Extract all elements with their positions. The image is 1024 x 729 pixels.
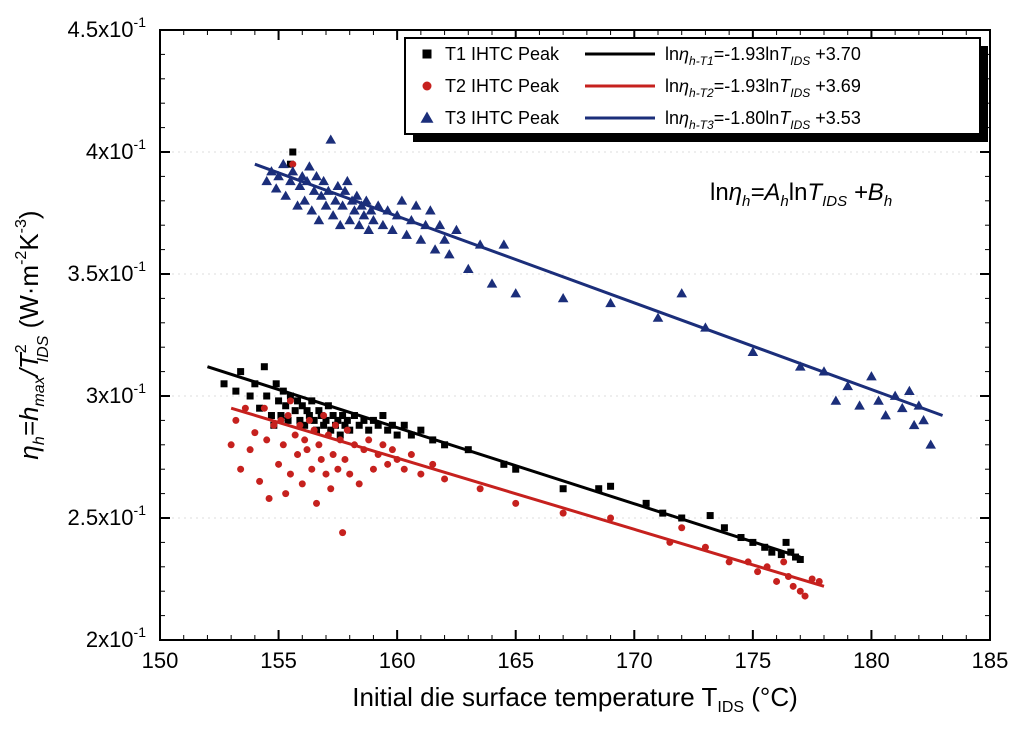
legend-series-label: T1 IHTC Peak	[445, 44, 560, 64]
scatter-chart: 1501551601651701751801852x10-12.5x10-13x…	[0, 0, 1024, 729]
x-tick-label: 165	[497, 648, 534, 673]
legend-series-label: T2 IHTC Peak	[445, 76, 560, 96]
equation-annotation: lnηh=AhlnTIDS +Bh	[710, 179, 892, 210]
legend-series-label: T3 IHTC Peak	[445, 108, 560, 128]
x-tick-label: 170	[616, 648, 653, 673]
x-tick-label: 160	[379, 648, 416, 673]
x-tick-label: 185	[972, 648, 1009, 673]
x-tick-label: 155	[260, 648, 297, 673]
x-tick-label: 150	[142, 648, 179, 673]
x-tick-label: 175	[734, 648, 771, 673]
x-tick-label: 180	[853, 648, 890, 673]
